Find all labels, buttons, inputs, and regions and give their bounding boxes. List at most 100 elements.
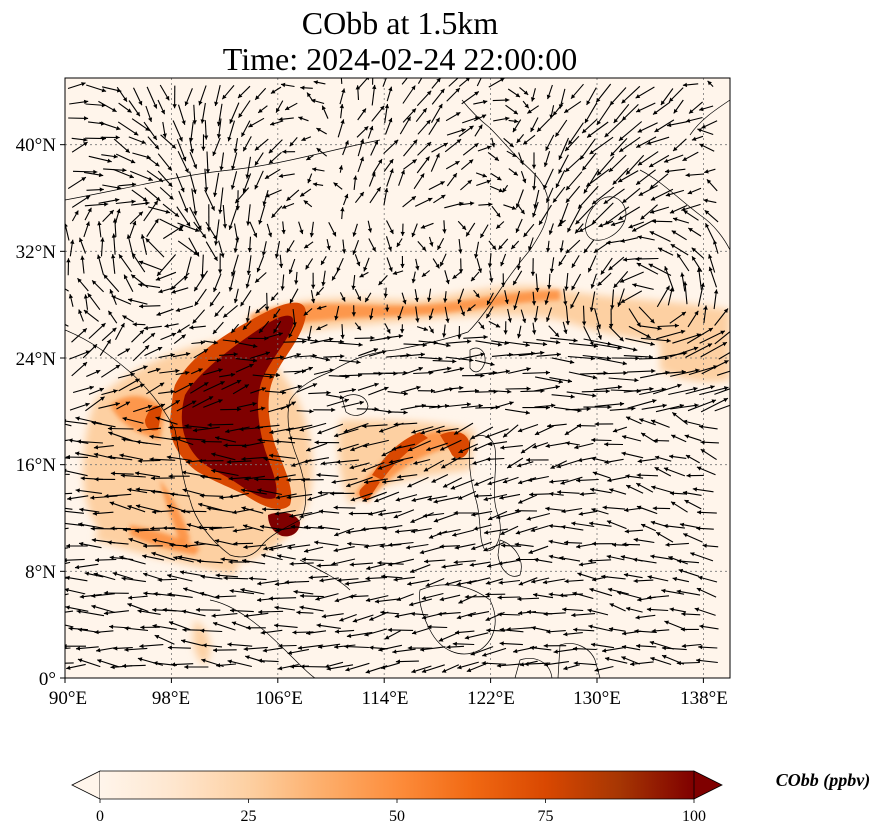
wind-arrow-head	[299, 229, 304, 235]
wind-arrow-head	[143, 572, 148, 577]
wind-arrow-head	[168, 474, 173, 479]
wind-arrow-head	[696, 658, 701, 663]
wind-arrow-head	[141, 139, 146, 144]
wind-arrow-head	[523, 140, 528, 145]
wind-arrow-head	[647, 575, 652, 580]
wind-arrow-head	[274, 439, 279, 444]
wind-arrow-head	[139, 304, 144, 309]
wind-arrow-shaft	[522, 371, 551, 375]
wind-arrow-shaft	[463, 336, 488, 339]
wind-arrow-head	[661, 588, 666, 594]
wind-arrow-head	[334, 644, 339, 649]
wind-arrow-shaft	[458, 353, 485, 360]
wind-arrow-shaft	[609, 138, 628, 157]
wind-arrow-head	[135, 111, 140, 117]
wind-arrow-head	[638, 191, 644, 196]
wind-arrow-head	[235, 198, 240, 204]
wind-arrow-head	[217, 269, 223, 274]
wind-arrow-head	[78, 309, 83, 314]
wind-arrow-head	[425, 582, 431, 587]
wind-arrow-shaft	[485, 428, 509, 439]
wind-arrow-head	[593, 343, 598, 349]
wind-arrow-head	[285, 106, 290, 110]
wind-arrow-shaft	[596, 101, 613, 126]
wind-arrow-head	[619, 147, 624, 152]
wind-arrow-head	[499, 495, 504, 500]
wind-arrow-head	[708, 328, 713, 332]
wind-arrow-head	[484, 530, 489, 535]
wind-arrow-shaft	[103, 610, 129, 615]
wind-arrow-head	[490, 361, 495, 367]
wind-arrow-head	[637, 458, 642, 464]
wind-arrow-shaft	[344, 580, 371, 585]
wind-arrow-head	[531, 626, 536, 631]
wind-arrow-head	[115, 402, 120, 407]
wind-arrow-head	[622, 435, 627, 440]
wind-arrow-head	[175, 307, 181, 312]
wind-arrow-head	[509, 142, 514, 148]
wind-arrow-shaft	[137, 657, 164, 666]
wind-arrow-head	[502, 479, 508, 484]
wind-arrow-head	[433, 518, 439, 523]
wind-arrow-head	[243, 524, 248, 529]
wind-arrow-head	[287, 650, 293, 655]
wind-arrow-head	[341, 88, 346, 93]
wind-arrow-shaft	[568, 342, 599, 347]
wind-arrow-head	[617, 345, 622, 350]
wind-arrow-shaft	[565, 408, 591, 411]
wind-arrow-head	[170, 492, 175, 497]
wind-arrow-head	[311, 98, 316, 104]
wind-arrow-head	[565, 167, 570, 172]
wind-arrow-head	[165, 209, 171, 214]
wind-arrow-shaft	[700, 397, 729, 413]
wind-arrow-head	[286, 196, 291, 201]
wind-arrow-head	[496, 176, 502, 181]
wind-arrow-head	[79, 507, 84, 512]
wind-arrow-head	[605, 389, 610, 394]
wind-arrow-head	[400, 231, 405, 236]
wind-arrow-shaft	[118, 378, 140, 392]
wind-arrow-shaft	[386, 354, 411, 358]
wind-arrow-shaft	[374, 491, 400, 503]
wind-arrow-head	[663, 523, 668, 529]
wind-arrow-head	[162, 133, 167, 138]
wind-arrow-head	[520, 449, 526, 454]
wind-arrow-head	[505, 97, 510, 103]
x-tick-label-5: 130°E	[573, 688, 621, 709]
wind-arrow-head	[446, 343, 451, 348]
wind-arrow-shaft	[400, 353, 425, 357]
wind-arrow-head	[586, 182, 591, 187]
wind-arrow-head	[486, 313, 491, 319]
wind-arrow-head	[143, 543, 147, 549]
wind-arrow-head	[309, 232, 315, 238]
wind-arrow-head	[507, 464, 512, 468]
wind-arrow-shaft	[625, 337, 655, 346]
wind-arrow-head	[672, 576, 677, 582]
wind-arrow-shaft	[107, 456, 133, 461]
wind-arrow-head	[314, 440, 319, 445]
wind-arrow-head	[352, 250, 357, 255]
wind-arrow-head	[278, 332, 283, 337]
wind-arrow-head	[524, 103, 529, 109]
wind-arrow-shaft	[640, 337, 671, 342]
wind-arrow-head	[396, 242, 401, 247]
wind-arrow-head	[671, 501, 676, 506]
wind-arrow-head	[56, 283, 61, 287]
wind-arrow-head	[392, 270, 398, 275]
wind-arrow-head	[344, 193, 349, 199]
wind-arrow-head	[302, 339, 307, 344]
wind-arrow-head	[157, 577, 162, 583]
wind-arrow-head	[79, 594, 84, 599]
wind-arrow-head	[628, 224, 633, 229]
wind-arrow-head	[258, 609, 263, 615]
wind-arrow-head	[238, 113, 243, 118]
map-gridlines	[65, 78, 730, 678]
wind-arrow-head	[213, 621, 218, 626]
wind-arrow-head	[368, 511, 373, 516]
wind-arrow-head	[269, 546, 274, 552]
wind-arrow-head	[559, 556, 564, 561]
wind-arrow-head	[152, 623, 157, 629]
wind-arrow-head	[66, 543, 70, 549]
wind-arrow-head	[216, 134, 222, 139]
wind-arrow-head	[318, 644, 323, 649]
